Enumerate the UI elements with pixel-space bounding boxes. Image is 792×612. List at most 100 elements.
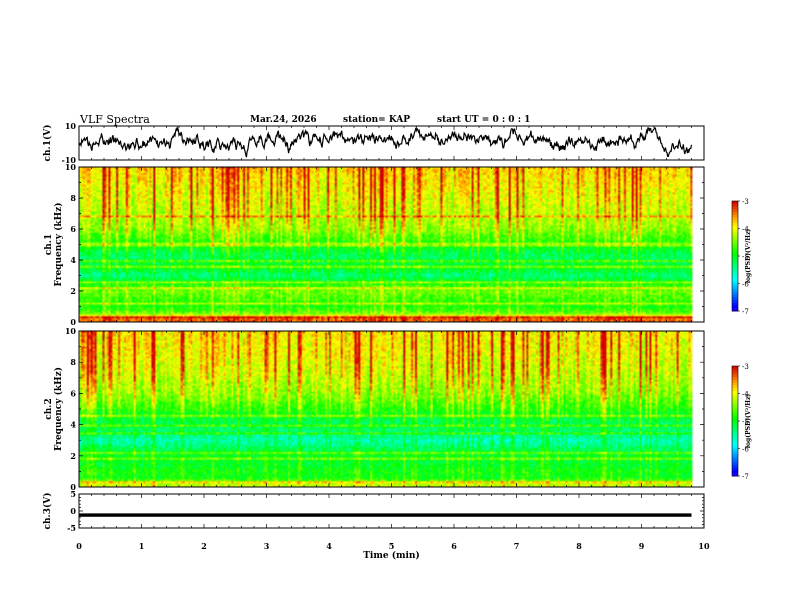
colorbar-swatch — [732, 308, 738, 312]
colorbar-swatch — [732, 467, 738, 471]
colorbar-swatch — [732, 253, 738, 257]
colorbar-swatch — [732, 399, 738, 403]
y-tick-label: 6 — [70, 224, 76, 234]
colorbar-swatch — [732, 382, 738, 386]
y-axis-label: Frequency (kHz) — [53, 202, 64, 286]
colorbar-swatch — [732, 269, 738, 273]
x-tick-label: 6 — [451, 541, 457, 551]
colorbar-swatch — [732, 388, 738, 392]
colorbar-label: log(PSD)(V²/Hz) — [745, 394, 752, 449]
ch2-colorbar: -3 -4 -5 -6 -7 log(PSD)(V²/Hz) — [731, 363, 752, 481]
colorbar-swatch — [732, 434, 738, 438]
colorbar-swatch — [732, 267, 738, 271]
y-tick-label: 10 — [65, 162, 77, 172]
colorbar-swatch — [732, 393, 738, 397]
colorbar-swatch — [732, 280, 738, 284]
y-tick-marks — [79, 493, 704, 529]
y-tick-label: 2 — [70, 286, 76, 296]
colorbar-swatch — [732, 291, 738, 295]
x-tick-label: 10 — [698, 541, 710, 551]
colorbar-swatch — [732, 415, 738, 419]
colorbar-swatch — [732, 459, 738, 463]
colorbar-swatch — [732, 379, 738, 383]
colorbar-swatch — [732, 423, 738, 427]
x-tick-marks — [78, 494, 705, 528]
x-tick-label: 1 — [139, 541, 145, 551]
colorbar-swatch — [732, 412, 738, 416]
colorbar-swatch — [732, 275, 738, 279]
colorbar-swatch — [732, 302, 738, 306]
colorbar-swatch — [732, 250, 738, 254]
colorbar-swatch — [732, 448, 738, 452]
colorbar-swatch — [732, 470, 738, 474]
ch1-spectrogram-panel: 0 2 4 6 8 10 ch.1 Frequency (kHz) — [44, 162, 705, 327]
y-tick-label: 0 — [70, 317, 76, 327]
colorbar-swatch — [732, 239, 738, 243]
colorbar-swatch — [732, 278, 738, 282]
colorbar-swatch — [732, 385, 738, 389]
colorbar-swatch — [732, 223, 738, 227]
ch3-signal-band — [79, 513, 692, 517]
ch1-waveform-panel: 10 -10 ch.1(V) — [42, 121, 705, 165]
x-tick-label: 5 — [389, 541, 395, 551]
colorbar-swatch — [732, 242, 738, 246]
colorbar-swatch — [732, 396, 738, 400]
colorbar-swatch — [732, 294, 738, 298]
ch2-spectrogram-image — [79, 331, 704, 487]
colorbar-swatch — [732, 432, 738, 436]
x-tick-label: 2 — [201, 541, 207, 551]
y-tick-label: 10 — [65, 326, 77, 336]
colorbar-tick-label: -4 — [742, 226, 749, 234]
colorbar-swatch — [732, 407, 738, 411]
x-tick-label: 9 — [639, 541, 645, 551]
colorbar-swatch — [732, 374, 738, 378]
station-label: station= KAP — [343, 115, 411, 125]
colorbar-swatch — [732, 289, 738, 293]
y-tick-label: 8 — [70, 357, 76, 367]
colorbar-swatch — [732, 234, 738, 238]
colorbar-swatch — [732, 451, 738, 455]
colorbar-swatch — [732, 220, 738, 224]
colorbar-tick-label: -7 — [742, 308, 749, 316]
x-tick-label: 4 — [326, 541, 332, 551]
colorbar-swatch — [732, 214, 738, 218]
colorbar-swatch — [732, 286, 738, 290]
colorbar-tick-label: -4 — [742, 391, 749, 399]
colorbar-swatch — [732, 228, 738, 232]
colorbar-swatch — [732, 404, 738, 408]
panel-frame — [78, 493, 705, 529]
colorbar-swatch — [732, 231, 738, 235]
colorbar-tick-label: -6 — [742, 281, 749, 289]
x-tick-label: 8 — [576, 541, 582, 551]
colorbar-swatch — [732, 212, 738, 216]
colorbar-swatch — [732, 429, 738, 433]
colorbar-swatch — [732, 203, 738, 207]
time-axis: 0 1 2 3 4 5 6 7 8 9 10 Time (min) — [76, 541, 710, 561]
colorbar-tick-label: -3 — [742, 363, 749, 371]
colorbar-swatch — [732, 440, 738, 444]
colorbar-swatch — [732, 371, 738, 375]
y-axis-label: ch.1 — [44, 234, 54, 255]
colorbar-swatch — [732, 297, 738, 301]
y-axis-label: ch.1(V) — [42, 125, 53, 162]
colorbar-swatch — [732, 437, 738, 441]
x-axis-label: Time (min) — [363, 550, 420, 561]
colorbar-swatch — [732, 256, 738, 260]
colorbar-swatch — [732, 206, 738, 210]
y-tick-label: 0 — [70, 506, 76, 516]
colorbar-swatch — [732, 456, 738, 460]
y-tick-label: 6 — [70, 388, 76, 398]
colorbar-swatch — [732, 473, 738, 477]
y-tick-label: 5 — [70, 489, 76, 499]
y-tick-label: 4 — [70, 255, 76, 265]
ch3-panel: 5 0 -5 ch.3(V) — [42, 489, 705, 533]
colorbar-swatch — [732, 305, 738, 309]
y-tick-label: 8 — [70, 193, 76, 203]
colorbar-label: log(PSD)(V²/Hz) — [745, 229, 752, 284]
colorbar-tick-label: -7 — [742, 473, 749, 481]
x-tick-marks — [78, 167, 705, 322]
colorbar-swatch — [732, 272, 738, 276]
colorbar-tick-label: -3 — [742, 198, 749, 206]
colorbar-swatch — [732, 264, 738, 268]
